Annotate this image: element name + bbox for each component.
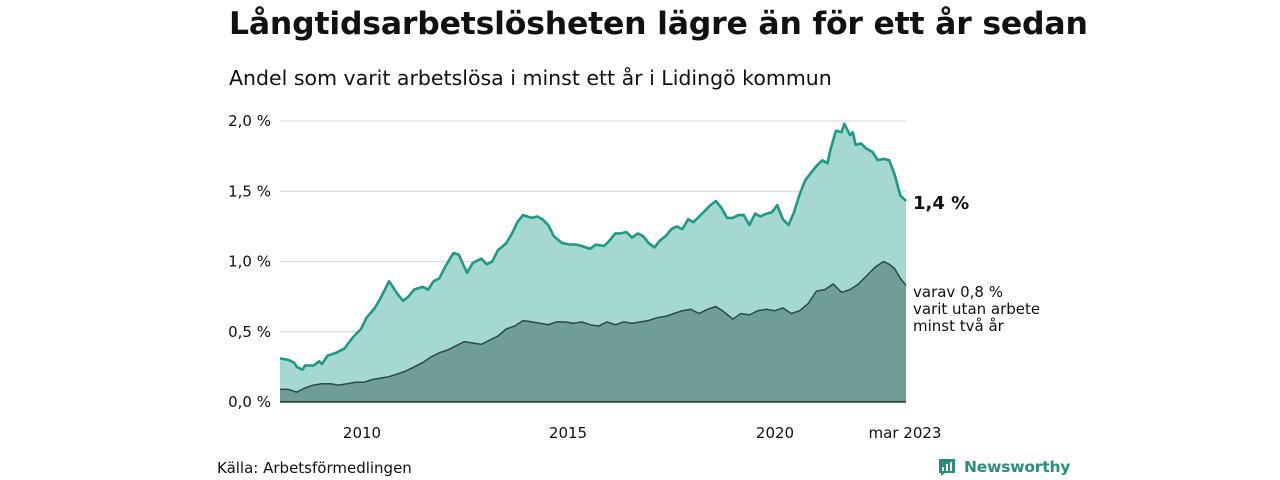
chart-subtitle: Andel som varit arbetslösa i minst ett å… — [229, 66, 832, 90]
sub-value-label: minst två år — [913, 317, 1005, 335]
sub-value-label: varav 0,8 % — [913, 283, 1003, 301]
last-value-label: 1,4 % — [913, 193, 969, 214]
chart-areas — [279, 122, 907, 403]
y-tick-label: 0,0 % — [228, 393, 271, 411]
newsworthy-logo-icon — [939, 459, 955, 476]
long-term-line — [279, 122, 907, 371]
newsworthy-logo: Newsworthy — [937, 456, 1070, 478]
chart-title: Långtidsarbetslösheten lägre än för ett … — [229, 6, 1088, 42]
y-tick-label: 1,0 % — [228, 253, 271, 271]
very-long-term-line — [280, 260, 907, 394]
newsworthy-logo-text: Newsworthy — [964, 458, 1071, 476]
y-tick-label: 2,0 % — [228, 112, 271, 130]
x-tick-label: mar 2023 — [869, 424, 942, 442]
very-long-term-area — [280, 261, 906, 402]
sub-value-label: varit utan arbete — [913, 300, 1040, 318]
y-tick-label: 0,5 % — [228, 323, 271, 341]
axes: 0,0 % 0,5 % 1,0 % 1,5 % 2,0 % 2010 2015 2020 mar… — [228, 112, 941, 442]
source-note: Källa: Arbetsförmedlingen — [217, 459, 412, 477]
x-tick-label: 2015 — [549, 424, 587, 442]
x-tick-label: 2010 — [343, 424, 381, 442]
y-tick-label: 1,5 % — [228, 182, 271, 200]
x-tick-label: 2020 — [756, 424, 794, 442]
